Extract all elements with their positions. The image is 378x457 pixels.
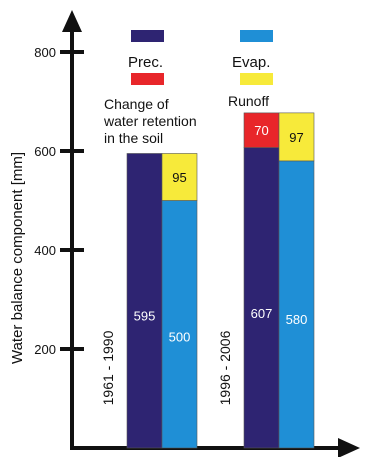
legend-swatch-prec: [131, 30, 164, 42]
bar-g0-c1-s0: [161, 200, 198, 449]
bar-label-g1-c1-s1: 97: [289, 130, 303, 145]
group-labels: 1961 - 1990 1996 - 2006: [100, 330, 233, 405]
bar-label-g1-c0-s1: 70: [254, 123, 268, 138]
bar-g0-c1-s1: [161, 153, 198, 201]
legend-label-retention-1: Change of: [104, 96, 169, 112]
group-label-1: 1996 - 2006: [217, 330, 233, 405]
bar-label-g1-c0-s0: 607: [251, 306, 273, 321]
y-tick-label-200: 200: [34, 342, 56, 357]
legend-label-evap: Evap.: [232, 54, 270, 71]
bar-label-g0-c1-s0: 500: [169, 330, 191, 345]
bar-g1-c0-s1: [243, 112, 280, 148]
legend-swatch-runoff: [240, 73, 273, 85]
group-label-0: 1961 - 1990: [100, 330, 116, 405]
legend-label-prec: Prec.: [128, 54, 163, 71]
bars: 595 500 95 607 70 580 97: [126, 112, 315, 449]
legend-swatch-evap: [240, 30, 273, 42]
legend-label-runoff: Runoff: [228, 93, 269, 109]
y-ticks: 200 400 600 800: [34, 45, 84, 357]
y-axis-label: Water balance component [mm]: [9, 152, 26, 364]
x-axis-arrow: [338, 438, 360, 457]
bar-g1-c1-s0: [278, 160, 315, 449]
y-tick-label-600: 600: [34, 144, 56, 159]
y-tick-label-400: 400: [34, 243, 56, 258]
legend: Prec. Evap. Change of water retention in…: [103, 30, 273, 146]
y-axis-arrow: [62, 10, 82, 32]
bar-g1-c0-s0: [243, 147, 280, 449]
bar-label-g0-c0-s0: 595: [134, 308, 156, 323]
legend-label-retention-3: in the soil: [104, 130, 163, 146]
bar-g0-c0-s0: [126, 153, 163, 449]
bar-label-g1-c1-s0: 580: [286, 312, 308, 327]
legend-swatch-retention: [131, 73, 164, 85]
y-tick-label-800: 800: [34, 45, 56, 60]
bar-g1-c1-s1: [278, 112, 315, 162]
legend-label-retention-2: water retention: [103, 113, 197, 129]
bar-label-g0-c1-s1: 95: [172, 170, 186, 185]
